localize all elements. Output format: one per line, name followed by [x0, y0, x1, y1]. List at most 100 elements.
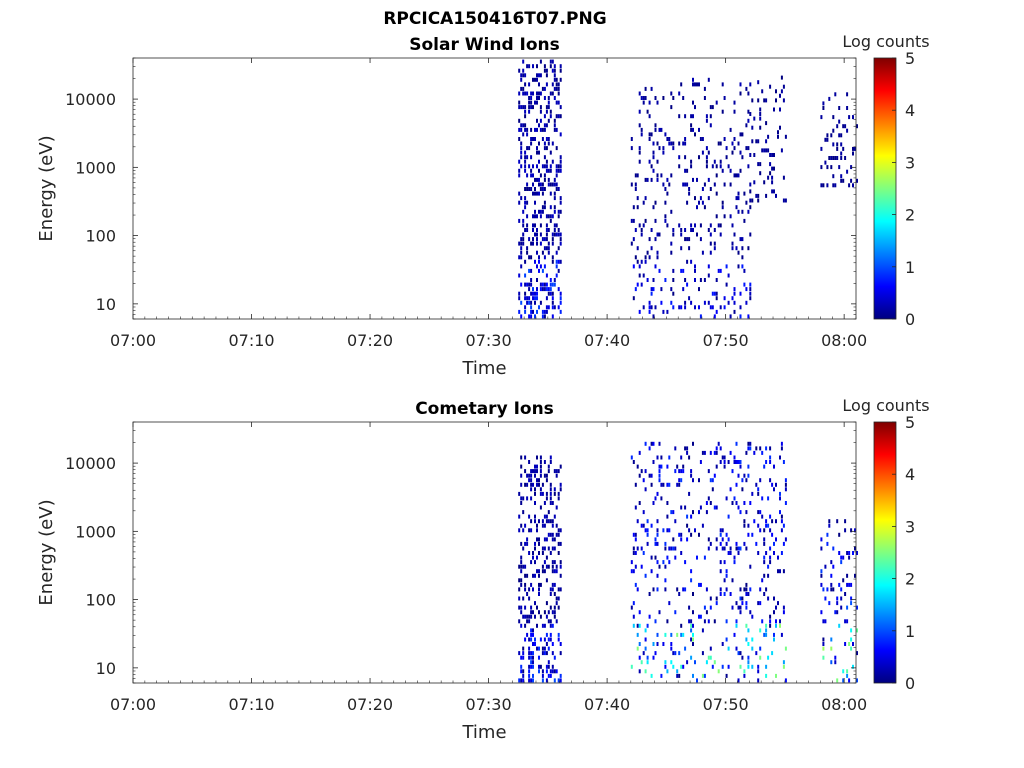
cell [652, 441, 655, 446]
cell [848, 183, 851, 188]
cell [638, 273, 641, 278]
cell [640, 228, 643, 232]
cell [559, 651, 562, 656]
cell [545, 632, 548, 637]
cell [632, 546, 635, 551]
cell [856, 628, 858, 633]
cell [850, 628, 853, 633]
cell [553, 228, 556, 232]
cell [541, 187, 544, 191]
cell [553, 487, 556, 492]
cell [543, 264, 546, 269]
cell [530, 664, 533, 669]
cell [520, 669, 523, 674]
cell [528, 473, 531, 478]
cell [699, 278, 702, 282]
cell [709, 450, 712, 455]
cell [538, 268, 540, 273]
cell [739, 82, 742, 87]
cell [520, 569, 523, 574]
cell [532, 673, 534, 678]
cell [551, 623, 554, 628]
cell [844, 619, 847, 624]
cell [745, 200, 748, 205]
cell [763, 528, 766, 533]
cell [775, 98, 777, 103]
cell [703, 96, 706, 100]
cell [705, 164, 708, 169]
cell [652, 314, 655, 319]
cell [551, 282, 554, 287]
cell [666, 514, 669, 519]
cell [541, 551, 544, 555]
cell [551, 68, 554, 73]
cell [670, 141, 673, 146]
cell [690, 619, 693, 624]
cell [541, 482, 544, 487]
cell [780, 528, 783, 533]
cell [640, 132, 643, 137]
cell [555, 146, 558, 151]
cell [696, 82, 698, 87]
cell [672, 305, 675, 310]
cell [763, 632, 766, 637]
cell [547, 469, 550, 474]
cell [684, 505, 687, 510]
cell [536, 646, 538, 651]
cell [723, 182, 726, 187]
cell [549, 487, 552, 492]
cell [692, 642, 694, 646]
cell [680, 632, 683, 637]
cell [650, 132, 653, 137]
cell [662, 182, 665, 187]
cell [636, 259, 639, 264]
cell [559, 309, 562, 314]
cell [749, 291, 752, 296]
cell [731, 223, 734, 228]
cell [668, 482, 671, 487]
cell [765, 139, 768, 144]
cell [777, 601, 779, 606]
cell [709, 241, 712, 246]
cell [784, 487, 787, 492]
cell [836, 678, 839, 683]
cell [538, 177, 540, 182]
cell [648, 159, 651, 164]
cell [524, 150, 527, 155]
cell [727, 646, 730, 651]
cell [699, 314, 702, 319]
cell [536, 77, 538, 82]
cell [539, 223, 542, 228]
cell [526, 592, 529, 596]
cell [557, 491, 560, 496]
cell [765, 587, 768, 592]
cell [745, 146, 748, 151]
cell [745, 86, 748, 91]
cell [640, 96, 643, 100]
cell [694, 660, 696, 665]
cell [630, 605, 633, 610]
cell [522, 223, 525, 228]
cell [530, 305, 533, 310]
cell [757, 193, 760, 198]
cell [696, 205, 698, 210]
cell [701, 137, 704, 141]
cell [662, 560, 665, 565]
cell [636, 464, 639, 469]
cell [721, 109, 724, 114]
cell [526, 91, 529, 96]
cell [549, 605, 552, 610]
cell [536, 309, 538, 314]
cell [690, 228, 693, 232]
cell [539, 473, 542, 478]
cell [692, 623, 694, 628]
cell [538, 537, 540, 542]
cell [530, 282, 533, 287]
cell [664, 132, 667, 137]
cell [538, 664, 540, 669]
cell [757, 198, 760, 203]
cell [644, 86, 647, 91]
cell [703, 619, 706, 624]
cell [536, 237, 538, 242]
cell [545, 601, 548, 606]
